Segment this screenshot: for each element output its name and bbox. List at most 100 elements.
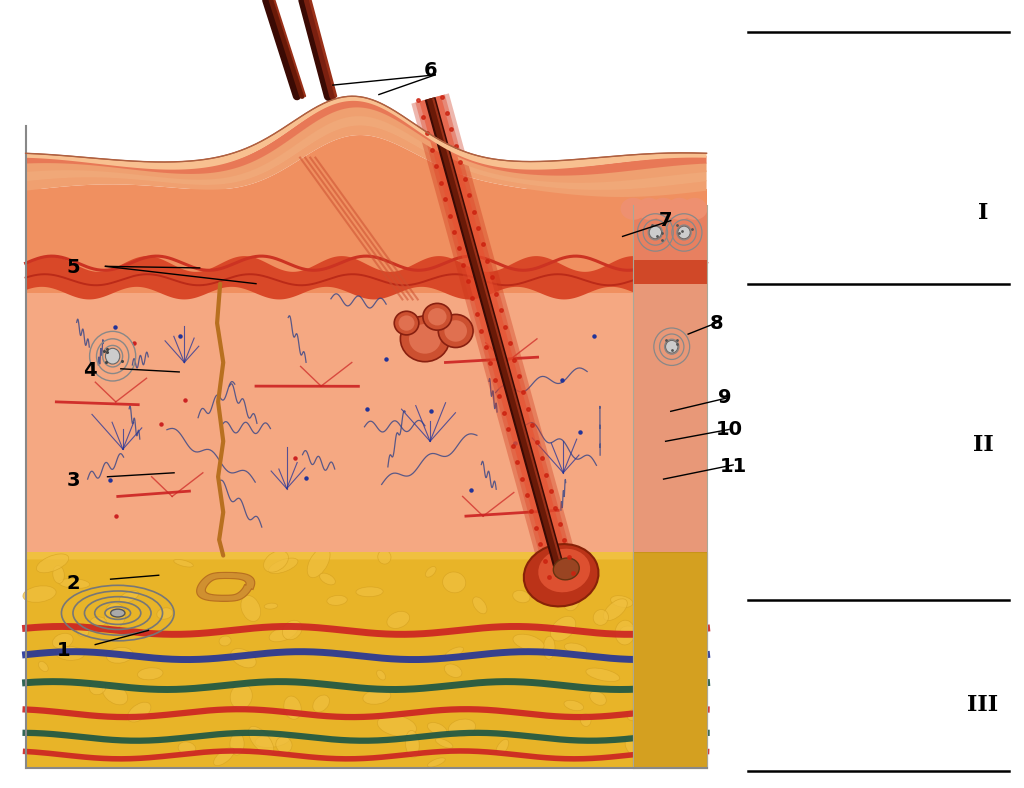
Ellipse shape: [649, 226, 662, 239]
Ellipse shape: [513, 634, 544, 651]
Text: 11: 11: [720, 457, 746, 476]
Ellipse shape: [230, 733, 244, 755]
Text: 7: 7: [658, 211, 673, 230]
Ellipse shape: [387, 611, 410, 628]
Ellipse shape: [678, 226, 690, 239]
Ellipse shape: [641, 559, 673, 571]
Ellipse shape: [539, 548, 590, 593]
Ellipse shape: [650, 198, 676, 220]
Ellipse shape: [312, 695, 330, 712]
Ellipse shape: [178, 742, 196, 755]
Polygon shape: [26, 256, 707, 299]
Ellipse shape: [544, 637, 555, 660]
Ellipse shape: [444, 320, 467, 342]
Ellipse shape: [102, 683, 128, 704]
Ellipse shape: [427, 758, 445, 767]
Text: 2: 2: [67, 574, 81, 593]
Ellipse shape: [409, 324, 441, 354]
Ellipse shape: [677, 673, 703, 683]
Ellipse shape: [621, 626, 641, 638]
Ellipse shape: [553, 558, 580, 580]
Ellipse shape: [666, 340, 678, 353]
Ellipse shape: [425, 567, 436, 577]
Polygon shape: [633, 552, 707, 768]
Ellipse shape: [39, 661, 48, 671]
Text: 6: 6: [423, 61, 437, 80]
Ellipse shape: [445, 647, 464, 658]
Ellipse shape: [214, 748, 234, 766]
Ellipse shape: [284, 696, 301, 719]
Ellipse shape: [52, 634, 73, 649]
Text: III: III: [968, 694, 998, 716]
Ellipse shape: [283, 620, 302, 640]
Ellipse shape: [119, 590, 138, 603]
Polygon shape: [26, 114, 707, 190]
Ellipse shape: [625, 734, 642, 756]
Ellipse shape: [53, 566, 65, 583]
Ellipse shape: [268, 558, 298, 574]
Ellipse shape: [241, 596, 261, 622]
Ellipse shape: [174, 559, 194, 567]
Polygon shape: [26, 96, 707, 169]
Ellipse shape: [127, 702, 151, 722]
Ellipse shape: [58, 578, 90, 589]
Ellipse shape: [423, 303, 452, 330]
Ellipse shape: [513, 590, 530, 603]
Ellipse shape: [249, 727, 273, 755]
Polygon shape: [633, 284, 707, 552]
Ellipse shape: [104, 603, 126, 628]
Ellipse shape: [554, 593, 563, 607]
Ellipse shape: [586, 668, 620, 682]
Ellipse shape: [255, 733, 290, 748]
Ellipse shape: [590, 691, 606, 705]
Ellipse shape: [23, 585, 56, 602]
Ellipse shape: [438, 314, 473, 348]
Ellipse shape: [615, 620, 635, 645]
Ellipse shape: [157, 608, 173, 619]
Ellipse shape: [55, 646, 84, 660]
Text: 5: 5: [67, 258, 81, 277]
Ellipse shape: [655, 601, 678, 619]
Ellipse shape: [269, 626, 297, 641]
Ellipse shape: [581, 714, 591, 727]
Ellipse shape: [663, 571, 679, 579]
Ellipse shape: [378, 715, 417, 737]
Ellipse shape: [569, 580, 583, 589]
Ellipse shape: [473, 597, 486, 614]
Ellipse shape: [400, 316, 450, 362]
Ellipse shape: [378, 550, 391, 564]
Ellipse shape: [398, 315, 415, 331]
Ellipse shape: [496, 739, 509, 756]
Polygon shape: [26, 284, 707, 552]
Ellipse shape: [362, 690, 391, 704]
Ellipse shape: [610, 596, 633, 608]
Ellipse shape: [275, 737, 292, 753]
Ellipse shape: [356, 587, 383, 597]
Ellipse shape: [219, 636, 231, 646]
Ellipse shape: [667, 198, 692, 220]
Text: 3: 3: [67, 471, 81, 490]
Ellipse shape: [449, 719, 475, 737]
Ellipse shape: [442, 572, 466, 593]
Ellipse shape: [264, 603, 278, 609]
Ellipse shape: [621, 198, 646, 220]
Ellipse shape: [444, 664, 462, 678]
Ellipse shape: [428, 308, 446, 325]
Ellipse shape: [327, 596, 347, 605]
Polygon shape: [26, 125, 707, 197]
Text: 1: 1: [56, 641, 71, 660]
Ellipse shape: [563, 571, 575, 584]
Text: 4: 4: [83, 361, 97, 380]
Ellipse shape: [682, 198, 708, 220]
Ellipse shape: [89, 680, 105, 695]
Polygon shape: [26, 99, 707, 176]
Ellipse shape: [106, 648, 133, 663]
Text: 8: 8: [710, 314, 724, 333]
Polygon shape: [26, 189, 707, 293]
Text: I: I: [978, 202, 988, 224]
Ellipse shape: [406, 730, 419, 758]
Ellipse shape: [564, 643, 587, 654]
Ellipse shape: [603, 599, 628, 620]
Ellipse shape: [263, 551, 289, 572]
Ellipse shape: [307, 548, 330, 578]
